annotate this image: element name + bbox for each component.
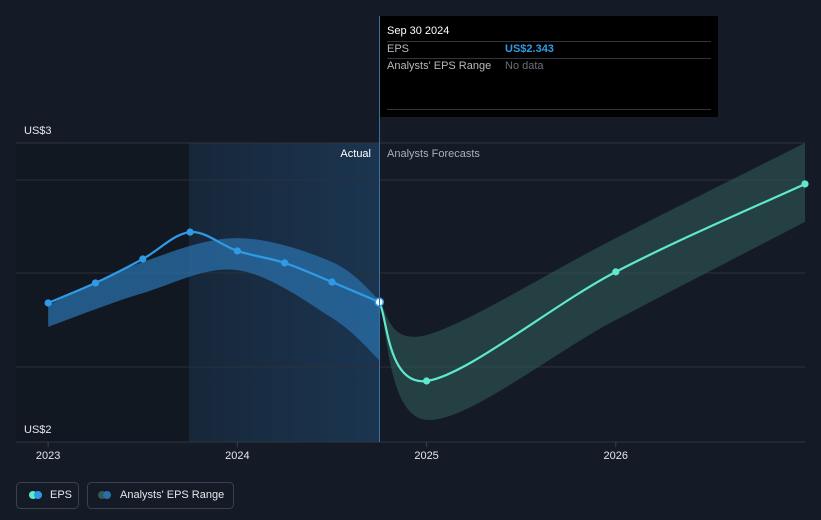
legend-label: EPS xyxy=(50,489,72,501)
legend-eps[interactable]: EPS xyxy=(16,482,79,509)
data-point xyxy=(139,255,147,263)
data-point xyxy=(612,268,620,276)
y-tick-label: US$3 xyxy=(24,125,52,137)
tooltip: Sep 30 2024 EPS US$2.343 Analysts' EPS R… xyxy=(380,16,718,117)
legend-swatch xyxy=(103,491,111,499)
tooltip-date: Sep 30 2024 xyxy=(387,25,449,37)
legend-swatch xyxy=(34,491,42,499)
series-line xyxy=(47,230,380,304)
data-point xyxy=(328,278,336,286)
range-band xyxy=(48,238,380,361)
series-line xyxy=(378,182,806,383)
tooltip-value: US$2.343 xyxy=(505,43,554,55)
tooltip-key: Analysts' EPS Range xyxy=(387,60,491,72)
legend-range[interactable]: Analysts' EPS Range xyxy=(87,482,234,509)
data-point xyxy=(44,299,52,307)
x-tick-label: 2026 xyxy=(604,450,628,462)
legend-button[interactable] xyxy=(87,482,234,509)
tooltip-value: No data xyxy=(505,60,544,72)
data-point xyxy=(186,228,194,236)
tooltip-key: EPS xyxy=(387,43,409,55)
x-tick-label: 2024 xyxy=(225,450,249,462)
data-point xyxy=(422,377,431,385)
actual-label: Actual xyxy=(340,148,371,160)
legend: EPS Analysts' EPS Range xyxy=(16,482,234,509)
x-tick-label: 2025 xyxy=(414,450,438,462)
range-band xyxy=(379,143,805,420)
data-point xyxy=(91,279,100,287)
y-tick-label: US$2 xyxy=(24,424,52,436)
legend-label: Analysts' EPS Range xyxy=(120,489,224,501)
data-point xyxy=(281,259,289,267)
x-tick-label: 2023 xyxy=(36,450,60,462)
data-point xyxy=(801,180,809,188)
legend-button[interactable] xyxy=(16,482,79,509)
forecast-label: Analysts Forecasts xyxy=(387,148,480,160)
tooltip-box xyxy=(380,16,718,117)
data-point xyxy=(233,247,241,255)
